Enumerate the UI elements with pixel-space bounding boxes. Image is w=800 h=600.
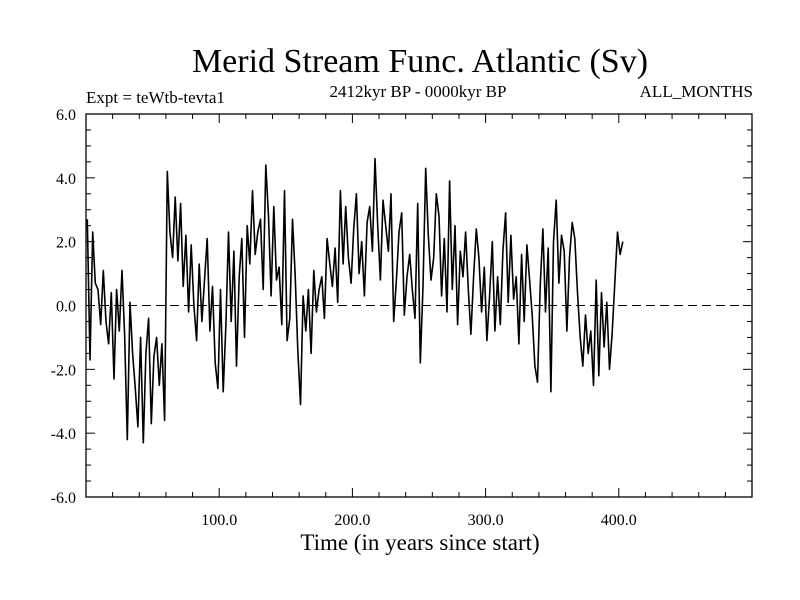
plot-frame [85,113,753,498]
y-tick-label: -2.0 [51,362,76,379]
x-tick-label: 200.0 [334,512,370,529]
x-tick-label: 300.0 [468,512,504,529]
experiment-label: Expt = teWtb-tevta1 [86,88,225,107]
x-tick-label: 100.0 [201,512,237,529]
y-tick-label: -4.0 [51,426,76,443]
y-tick-label: -6.0 [51,490,76,507]
y-tick-label: 2.0 [56,235,76,252]
time-range-label: 2412kyr BP - 0000kyr BP [330,82,507,101]
series-line [86,157,624,444]
chart-title: Merid Stream Func. Atlantic (Sv) [192,43,648,80]
x-tick-label: 400.0 [601,512,637,529]
y-axis: -6.0 -4.0 -2.0 0.0 2.0 4.0 6.0 [51,107,752,507]
y-tick-label: 6.0 [56,107,76,124]
y-tick-label: 4.0 [56,171,76,188]
y-tick-label: 0.0 [56,299,76,316]
months-label: ALL_MONTHS [640,82,753,101]
x-axis: 100.0 200.0 300.0 400.0 [112,114,726,529]
x-axis-label: Time (in years since start) [300,530,539,555]
